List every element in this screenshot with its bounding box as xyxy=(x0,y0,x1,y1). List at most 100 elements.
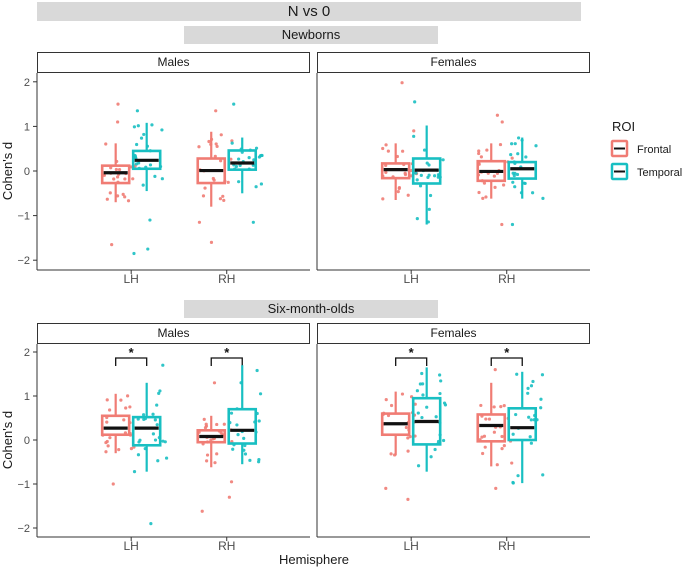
data-point-newborns-males-rh-frontal-14 xyxy=(201,194,206,198)
data-point-six-month-olds-males-lh-frontal-21 xyxy=(105,420,109,424)
data-point-newborns-females-lh-temporal-22 xyxy=(413,100,417,104)
data-point-newborns-females-lh-frontal-4 xyxy=(381,146,385,151)
box-six-month-olds-females-lh-frontal xyxy=(380,412,411,437)
y-tick-label-six-month-olds--1: −1 xyxy=(17,479,30,491)
data-point-newborns-males-rh-temporal-18 xyxy=(254,185,258,189)
y-axis-label-bottom: Cohen's d xyxy=(0,411,15,469)
data-point-newborns-males-lh-frontal-11 xyxy=(104,142,108,146)
data-point-newborns-males-lh-temporal-6 xyxy=(137,161,141,165)
data-point-newborns-females-rh-frontal-17 xyxy=(485,148,489,152)
data-point-six-month-olds-females-rh-temporal-20 xyxy=(531,379,535,384)
data-point-six-month-olds-males-lh-frontal-10 xyxy=(119,398,123,402)
data-point-newborns-females-lh-temporal-12 xyxy=(415,178,419,182)
data-point-six-month-olds-females-lh-temporal-1 xyxy=(420,415,424,420)
data-point-newborns-males-rh-temporal-23 xyxy=(251,220,255,224)
box-newborns-females-lh-frontal xyxy=(380,162,411,180)
data-point-six-month-olds-males-lh-temporal-18 xyxy=(158,389,162,393)
data-point-six-month-olds-males-rh-temporal-3 xyxy=(258,392,263,396)
data-point-six-month-olds-females-rh-temporal-10 xyxy=(539,406,543,410)
data-point-six-month-olds-females-rh-temporal-12 xyxy=(526,386,530,390)
facet-strip-six-month-olds-females: Females xyxy=(317,323,590,344)
data-point-newborns-females-lh-temporal-13 xyxy=(427,173,431,177)
sig-star-six-month-olds-females-rh: * xyxy=(504,345,510,360)
sig-star-six-month-olds-males-lh: * xyxy=(129,345,135,360)
x-tick-label-newborns-females-rh: RH xyxy=(498,272,515,286)
y-tick-label-six-month-olds-1: 1 xyxy=(24,391,30,403)
data-point-newborns-females-lh-temporal-15 xyxy=(414,171,418,175)
data-point-newborns-females-lh-temporal-10 xyxy=(418,184,423,188)
box-six-month-olds-males-rh-temporal xyxy=(227,407,258,445)
data-point-newborns-females-rh-frontal-12 xyxy=(477,190,481,195)
data-point-newborns-females-lh-temporal-2 xyxy=(427,207,431,211)
legend-key-frontal xyxy=(610,139,629,158)
data-point-newborns-females-lh-frontal-6 xyxy=(396,189,400,194)
data-point-six-month-olds-males-lh-frontal-3 xyxy=(128,405,132,409)
box-six-month-olds-males-lh-temporal xyxy=(131,415,162,447)
data-point-six-month-olds-males-lh-temporal-10 xyxy=(161,439,165,443)
y-tick-label-six-month-olds--2: −2 xyxy=(17,523,30,535)
box-six-month-olds-males-lh-frontal xyxy=(100,414,131,437)
data-point-six-month-olds-males-lh-frontal-19 xyxy=(108,408,112,412)
sig-bracket-six-month-olds-males-lh xyxy=(115,357,148,366)
data-point-newborns-males-rh-frontal-21 xyxy=(229,157,233,161)
data-point-six-month-olds-females-lh-temporal-9 xyxy=(434,415,438,419)
data-point-newborns-males-rh-frontal-12 xyxy=(230,139,234,143)
data-point-newborns-females-rh-frontal-22 xyxy=(495,113,500,117)
data-point-newborns-males-lh-temporal-19 xyxy=(153,174,157,178)
box-six-month-olds-females-rh-temporal xyxy=(507,407,538,442)
data-point-newborns-males-rh-frontal-11 xyxy=(212,178,216,182)
data-point-six-month-olds-males-rh-temporal-21 xyxy=(255,368,259,373)
data-point-six-month-olds-females-rh-temporal-17 xyxy=(529,418,533,422)
data-point-six-month-olds-males-lh-temporal-6 xyxy=(132,469,137,474)
data-point-newborns-females-rh-temporal-18 xyxy=(531,191,535,195)
data-point-six-month-olds-females-lh-temporal-16 xyxy=(439,379,443,383)
data-point-newborns-males-lh-frontal-24 xyxy=(110,242,114,247)
data-point-newborns-females-rh-temporal-22 xyxy=(510,222,515,227)
data-point-six-month-olds-males-rh-frontal-22 xyxy=(212,381,217,385)
data-point-newborns-males-rh-temporal-7 xyxy=(234,164,238,169)
legend-key-temporal xyxy=(610,162,629,181)
legend-label-frontal: Frontal xyxy=(637,144,671,156)
data-point-six-month-olds-females-rh-frontal-14 xyxy=(482,434,487,438)
data-point-six-month-olds-females-lh-frontal-19 xyxy=(406,436,410,440)
data-point-newborns-females-rh-frontal-24 xyxy=(500,222,504,227)
data-point-six-month-olds-females-rh-frontal-3 xyxy=(492,405,496,409)
data-point-six-month-olds-females-rh-frontal-21 xyxy=(499,404,503,409)
data-point-newborns-females-rh-frontal-5 xyxy=(498,142,503,147)
x-tick-label-six-month-olds-males-rh: RH xyxy=(218,539,235,553)
y-tick-label-six-month-olds-0: 0 xyxy=(24,435,30,447)
data-point-six-month-olds-females-rh-temporal-18 xyxy=(516,474,520,478)
data-point-six-month-olds-females-rh-frontal-1 xyxy=(484,417,488,421)
data-point-six-month-olds-females-lh-temporal-7 xyxy=(420,371,424,376)
data-point-newborns-males-rh-frontal-20 xyxy=(197,145,201,149)
data-point-six-month-olds-males-lh-frontal-1 xyxy=(104,450,108,454)
data-point-newborns-females-rh-frontal-18 xyxy=(492,174,496,178)
data-point-six-month-olds-males-rh-temporal-1 xyxy=(229,411,234,415)
data-point-six-month-olds-females-rh-frontal-19 xyxy=(483,445,487,449)
data-point-six-month-olds-females-rh-temporal-13 xyxy=(539,397,543,401)
data-point-newborns-males-lh-frontal-7 xyxy=(123,177,127,181)
data-point-newborns-females-lh-temporal-7 xyxy=(419,173,423,177)
data-point-newborns-males-rh-temporal-12 xyxy=(237,157,241,161)
y-tick-label-newborns-1: 1 xyxy=(24,121,30,133)
data-point-six-month-olds-females-rh-temporal-1 xyxy=(515,372,519,376)
data-point-six-month-olds-females-rh-temporal-16 xyxy=(514,412,518,417)
data-point-six-month-olds-females-lh-frontal-23 xyxy=(406,497,410,501)
data-point-six-month-olds-females-rh-frontal-7 xyxy=(495,463,499,467)
data-point-newborns-females-lh-temporal-18 xyxy=(412,134,416,138)
data-point-six-month-olds-females-lh-frontal-6 xyxy=(389,452,393,456)
data-point-six-month-olds-females-lh-frontal-8 xyxy=(384,398,388,402)
data-point-newborns-males-rh-frontal-22 xyxy=(214,109,218,113)
data-point-newborns-males-rh-frontal-23 xyxy=(197,220,202,224)
data-point-newborns-females-lh-frontal-9 xyxy=(384,143,388,147)
data-point-six-month-olds-females-rh-frontal-23 xyxy=(494,486,498,490)
data-point-six-month-olds-females-rh-frontal-9 xyxy=(502,404,506,408)
data-point-newborns-females-rh-temporal-20 xyxy=(510,142,514,146)
data-point-newborns-females-rh-temporal-1 xyxy=(534,144,538,148)
data-point-newborns-females-lh-temporal-0 xyxy=(433,174,437,178)
data-point-six-month-olds-males-lh-temporal-2 xyxy=(155,403,159,407)
data-point-newborns-females-rh-temporal-9 xyxy=(516,152,520,156)
data-point-newborns-females-lh-temporal-5 xyxy=(428,193,433,198)
data-point-six-month-olds-males-rh-frontal-20 xyxy=(205,453,210,457)
